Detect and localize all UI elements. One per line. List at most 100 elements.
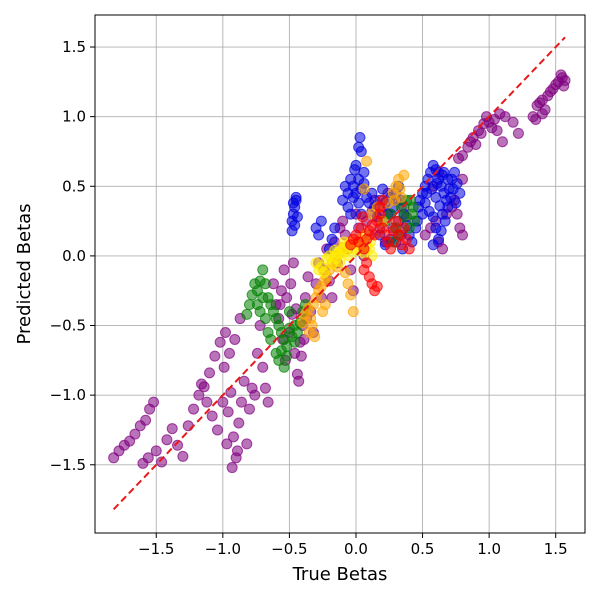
data-point — [457, 229, 468, 241]
data-point — [449, 166, 461, 178]
data-point — [285, 278, 297, 290]
data-point — [315, 215, 327, 227]
data-point — [480, 111, 492, 123]
data-point — [231, 445, 243, 457]
data-point — [347, 306, 359, 318]
data-point — [558, 80, 570, 92]
data-point — [438, 166, 450, 178]
data-point — [278, 361, 290, 373]
data-point — [377, 183, 389, 195]
data-point — [188, 403, 200, 415]
data-point — [306, 320, 318, 332]
data-point — [435, 225, 447, 237]
data-point — [249, 389, 261, 401]
data-point — [398, 169, 410, 181]
y-tick-label: 1.5 — [62, 38, 86, 56]
data-point — [417, 208, 429, 220]
data-point — [291, 211, 303, 223]
data-point — [457, 150, 468, 162]
data-point — [544, 86, 556, 98]
y-tick-label: 0.5 — [62, 177, 86, 195]
x-tick-label: −1.5 — [138, 540, 174, 558]
y-ticks: −1.5 −1.0 −0.5 0.0 0.5 1.0 1.5 — [50, 38, 95, 474]
data-point — [349, 164, 361, 176]
data-point — [475, 127, 487, 139]
data-point — [290, 191, 302, 203]
data-point — [223, 347, 235, 359]
data-point — [281, 292, 293, 304]
x-tick-label: 0.5 — [411, 540, 435, 558]
data-point — [390, 215, 402, 227]
data-point — [166, 423, 178, 435]
x-tick-label: −1.0 — [205, 540, 241, 558]
data-point — [257, 361, 269, 373]
data-point — [337, 215, 349, 227]
data-point — [221, 438, 233, 450]
y-axis-label: Predicted Betas — [14, 203, 35, 344]
data-point — [251, 299, 263, 311]
x-ticks: −1.5 −1.0 −0.5 0.0 0.5 1.0 1.5 — [138, 533, 568, 558]
data-point — [326, 233, 338, 245]
data-point — [512, 127, 524, 139]
data-point — [319, 299, 331, 311]
data-point — [283, 306, 295, 318]
data-point — [227, 431, 239, 443]
data-point — [354, 132, 366, 144]
data-point — [206, 410, 218, 422]
data-point — [431, 177, 443, 189]
data-point — [289, 336, 301, 348]
data-point — [345, 289, 357, 301]
data-point — [235, 396, 247, 408]
data-point — [182, 420, 194, 432]
data-point — [401, 233, 413, 245]
data-point — [212, 424, 223, 436]
x-axis-label: True Betas — [292, 564, 388, 585]
data-point — [313, 229, 325, 241]
data-point — [140, 414, 152, 426]
data-point — [226, 462, 238, 474]
data-point — [389, 194, 401, 206]
data-point — [427, 239, 439, 251]
data-point — [238, 375, 250, 387]
data-point — [318, 267, 330, 279]
data-point — [241, 438, 253, 450]
data-point — [403, 243, 415, 255]
data-point — [330, 253, 342, 265]
data-point — [259, 382, 271, 394]
data-point — [233, 417, 245, 429]
data-point — [177, 450, 189, 462]
data-point — [326, 292, 338, 304]
data-point — [439, 215, 451, 227]
data-point — [281, 350, 293, 362]
data-point — [225, 386, 237, 398]
y-tick-label: −1.0 — [50, 386, 86, 404]
data-point — [204, 367, 216, 379]
data-points — [108, 69, 571, 474]
x-tick-label: 0.0 — [344, 540, 368, 558]
data-point — [499, 111, 511, 123]
data-point — [536, 108, 548, 120]
data-point — [142, 452, 154, 464]
data-point — [222, 406, 234, 418]
data-point — [295, 350, 307, 362]
data-point — [447, 183, 459, 195]
data-point — [214, 336, 226, 348]
data-point — [358, 166, 370, 178]
data-point — [278, 264, 290, 276]
x-tick-label: −0.5 — [271, 540, 307, 558]
data-point — [193, 389, 205, 401]
data-point — [343, 250, 355, 262]
data-point — [217, 396, 229, 408]
data-point — [555, 69, 567, 81]
data-point — [377, 194, 389, 206]
data-point — [427, 211, 439, 223]
data-point — [148, 396, 160, 408]
data-point — [371, 281, 383, 293]
data-point — [309, 331, 321, 343]
data-point — [287, 257, 299, 269]
data-point — [161, 434, 173, 446]
data-point — [361, 155, 373, 167]
data-point — [507, 116, 519, 128]
data-point — [218, 361, 230, 373]
data-point — [329, 222, 341, 234]
